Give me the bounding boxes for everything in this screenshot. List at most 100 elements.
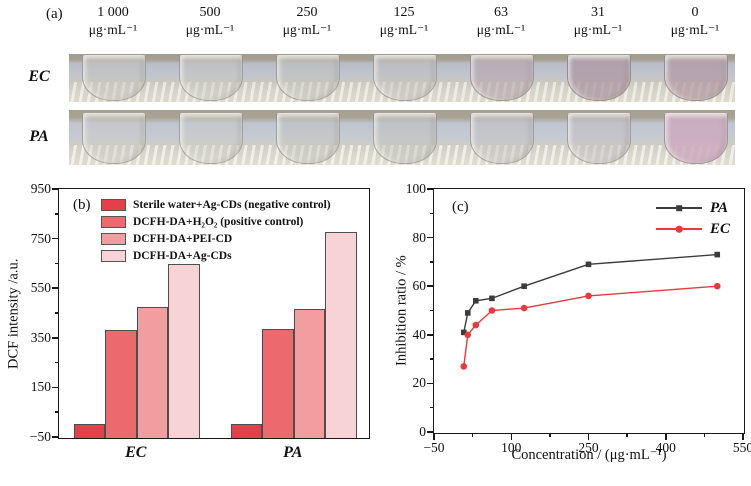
test-tube xyxy=(82,55,146,101)
x-axis-tick xyxy=(742,433,744,440)
y-axis-minor-tick xyxy=(430,309,434,312)
y-axis-minor-tick xyxy=(55,213,59,215)
data-point-pa xyxy=(473,297,479,304)
data-point-pa xyxy=(489,295,495,302)
x-axis-tick xyxy=(433,433,435,440)
legend-line xyxy=(656,205,702,211)
test-tube xyxy=(276,55,340,101)
bar-chart-y-axis-label: DCF intensity /a.u. xyxy=(5,258,22,369)
y-axis-tick-label: 80 xyxy=(412,229,427,245)
concentration-unit: μg·mL⁻¹ xyxy=(282,22,332,37)
x-axis-minor-tick xyxy=(471,433,474,437)
concentration-column-label: 125 μg·mL⁻¹ xyxy=(356,4,452,38)
test-tube xyxy=(664,55,728,101)
bar-chart-plot-area: (b) Sterile water+Ag-CDs (negative contr… xyxy=(30,181,370,444)
test-tube xyxy=(470,113,534,164)
concentration-unit: μg·mL⁻¹ xyxy=(573,22,623,37)
bar-ec-series3 xyxy=(168,264,200,438)
bar-pa-series1 xyxy=(262,328,294,438)
concentration-column-label: 1 000 μg·mL⁻¹ xyxy=(65,4,161,38)
concentration-unit: μg·mL⁻¹ xyxy=(379,22,429,37)
y-axis-tick xyxy=(52,436,59,438)
bar-pa-series3 xyxy=(325,232,357,438)
legend-item-1: DCFH-DA+H₂O₂ (positive control) xyxy=(101,213,331,230)
x-axis-minor-tick xyxy=(549,433,551,437)
y-axis-minor-tick xyxy=(55,411,59,413)
test-tube xyxy=(179,55,243,101)
concentration-value: 250 xyxy=(296,5,318,20)
concentration-unit: μg·mL⁻¹ xyxy=(476,22,526,37)
line-chart-plot-area: (c) 0 20 40 60 80 100 −50 100 250 400 550 PA EC xyxy=(406,181,751,455)
panel-c-letter: (c) xyxy=(452,199,469,215)
concentration-value: 1 000 xyxy=(97,5,129,20)
y-axis-tick-label: 950 xyxy=(30,181,51,196)
test-tube xyxy=(179,113,243,164)
y-axis-tick-label: 350 xyxy=(30,329,51,345)
legend-label: EC xyxy=(710,221,731,237)
y-axis-tick xyxy=(427,236,434,239)
line-chart-y-axis-label: Inhibition ratio / % xyxy=(393,255,410,367)
y-axis-tick xyxy=(427,431,434,433)
data-point-ec xyxy=(713,282,721,290)
legend-item-0: Sterile water+Ag-CDs (negative control) xyxy=(101,196,331,213)
data-point-ec xyxy=(464,331,472,339)
legend-swatch xyxy=(101,215,126,228)
x-axis-tick-label: 250 xyxy=(578,440,599,455)
data-point-pa xyxy=(714,251,721,258)
line-chart-x-axis-label: Concentration / (μg·mL⁻¹) xyxy=(511,447,667,463)
concentration-unit: μg·mL⁻¹ xyxy=(88,22,138,37)
bar-category-label-ec: EC xyxy=(125,444,147,461)
x-axis-tick xyxy=(587,433,590,440)
y-axis-tick-label: 750 xyxy=(30,230,51,246)
bar-chart-legend: Sterile water+Ag-CDs (negative control) D… xyxy=(101,196,331,264)
legend-swatch xyxy=(101,232,126,245)
bar-ec-series0 xyxy=(74,424,106,438)
concentration-column-label: 500 μg·mL⁻¹ xyxy=(162,4,258,38)
concentration-column-label: 0 μg·mL⁻¹ xyxy=(647,4,743,38)
y-axis-tick xyxy=(427,334,434,336)
x-axis-tick-label: −50 xyxy=(423,440,445,455)
concentration-value: 0 xyxy=(691,5,699,20)
y-axis-minor-tick xyxy=(430,406,434,409)
concentration-column-label: 250 μg·mL⁻¹ xyxy=(259,4,355,38)
data-point-ec xyxy=(520,304,528,312)
legend-marker-square xyxy=(676,205,682,211)
test-tube xyxy=(276,113,340,164)
test-tube xyxy=(470,55,534,101)
test-tube xyxy=(373,55,437,101)
legend-label: DCFH-DA+PEI-CD xyxy=(133,232,233,245)
x-axis-minor-tick xyxy=(626,433,628,437)
bar-pa-series2 xyxy=(293,309,326,438)
y-axis-minor-tick xyxy=(430,358,434,360)
x-axis-tick-label: 400 xyxy=(655,440,676,455)
data-point-ec xyxy=(460,363,468,370)
test-tube xyxy=(567,113,631,164)
data-point-ec xyxy=(472,321,480,329)
y-axis-minor-tick xyxy=(55,361,59,364)
panel-b-letter: (b) xyxy=(73,197,91,213)
data-point-pa xyxy=(460,329,467,336)
data-point-ec xyxy=(585,292,592,300)
photo-strip-ec xyxy=(69,54,735,102)
bar-pa-series0 xyxy=(231,423,263,438)
y-axis-tick-label: 60 xyxy=(412,278,427,294)
x-axis-tick-label: 550 xyxy=(732,440,751,455)
panel-a-letter: (a) xyxy=(46,6,63,22)
legend-marker-circle xyxy=(675,225,683,233)
line-legend-item-ec: EC xyxy=(656,220,730,238)
concentration-value: 31 xyxy=(591,5,605,20)
y-axis-tick xyxy=(52,337,59,339)
data-point-ec xyxy=(488,307,496,314)
y-axis-tick-label: 40 xyxy=(412,326,427,342)
row-label-ec: EC xyxy=(28,68,50,85)
y-axis-tick-label: 550 xyxy=(30,280,51,296)
legend-item-3: DCFH-DA+Ag-CDs xyxy=(101,247,331,264)
legend-line xyxy=(656,225,702,233)
row-label-pa: PA xyxy=(29,128,49,145)
legend-label: DCFH-DA+H₂O₂ (positive control) xyxy=(133,215,304,228)
y-axis-tick xyxy=(427,188,434,190)
concentration-value: 500 xyxy=(199,5,221,20)
test-tube xyxy=(82,113,146,164)
concentration-column-label: 63 μg·mL⁻¹ xyxy=(453,4,549,38)
